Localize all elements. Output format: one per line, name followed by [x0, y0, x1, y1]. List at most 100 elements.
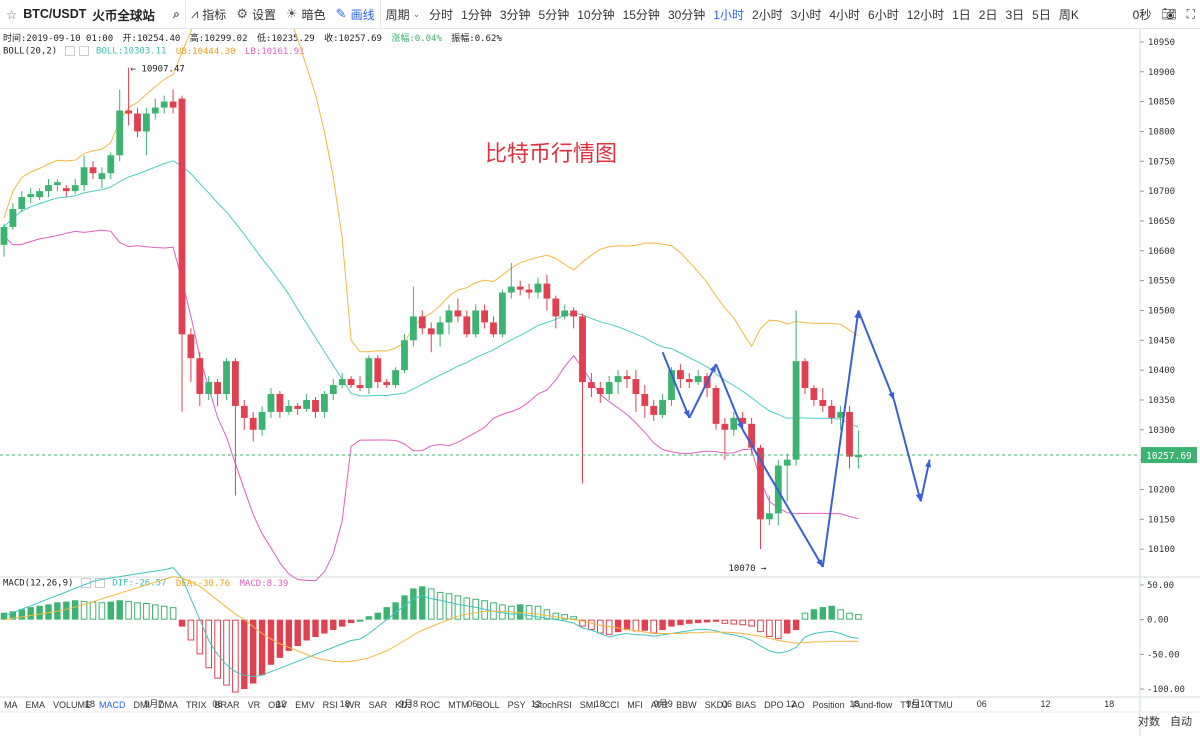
candle: [329, 379, 337, 400]
interval-13[interactable]: 1日: [952, 7, 971, 22]
star-icon[interactable]: ☆: [6, 7, 18, 22]
interval-6[interactable]: 30分钟: [667, 7, 706, 22]
interval-17[interactable]: 周K: [1058, 7, 1079, 22]
settings-button[interactable]: ⚙ 设置: [231, 0, 281, 29]
macd-dea: DEA:-30.76: [175, 578, 231, 589]
theme-button[interactable]: ☀ 暗色: [281, 0, 331, 29]
indicator-tab-15[interactable]: ROC: [420, 700, 441, 710]
candle-body: [160, 101, 168, 108]
macd-bar: [650, 619, 658, 634]
time-tick-label: 06: [977, 699, 987, 709]
indicator-tab-6[interactable]: TRIX: [186, 700, 207, 710]
indicator-tab-28[interactable]: AO: [791, 700, 805, 710]
indicator-tab-3[interactable]: MACD: [99, 700, 126, 710]
interval-16[interactable]: 5日: [1032, 7, 1051, 22]
log-scale-button[interactable]: 对数: [1138, 716, 1160, 728]
macd-bar: [356, 619, 364, 622]
candle: [632, 370, 640, 412]
macd-settings-toggle[interactable]: [94, 578, 105, 588]
chart-canvas[interactable]: 1010010150102001025010300103501040010450…: [0, 29, 1200, 736]
candle: [819, 388, 827, 412]
candle-body: [196, 358, 204, 394]
candle-body: [810, 388, 818, 400]
indicator-tab-2[interactable]: VOLUME: [53, 700, 92, 710]
indicator-tab-17[interactable]: BOLL: [476, 700, 500, 710]
indicator-tab-1[interactable]: EMA: [25, 700, 46, 710]
symbol-name: BTC/USDT: [23, 7, 87, 21]
macd-value: MACD:8.39: [239, 578, 289, 589]
interval-8[interactable]: 2小时: [751, 7, 783, 22]
candle-body: [365, 358, 373, 389]
candle-body: [294, 405, 302, 409]
interval-1[interactable]: 1分钟: [461, 7, 492, 22]
candle: [801, 358, 809, 394]
indicator-tab-13[interactable]: SAR: [368, 700, 388, 710]
indicator-tab-19[interactable]: StochRSI: [533, 700, 572, 710]
indicator-tab-7[interactable]: BRAR: [214, 700, 240, 710]
indicator-tab-24[interactable]: BBW: [676, 700, 697, 710]
auto-scale-button[interactable]: 自动: [1170, 716, 1192, 728]
indicator-tab-0[interactable]: MA: [4, 700, 18, 710]
indicator-tab-23[interactable]: ATR: [650, 700, 669, 710]
boll-settings-toggle[interactable]: [78, 46, 89, 56]
indicator-tab-30[interactable]: Fund-flow: [852, 700, 893, 710]
indicator-tab-10[interactable]: EMV: [295, 700, 315, 710]
interval-3[interactable]: 5分钟: [538, 7, 570, 22]
indicator-tab-21[interactable]: CCI: [603, 700, 620, 710]
draw-button[interactable]: ✎ 画线: [331, 0, 381, 29]
price-tick-label: 10550: [1148, 277, 1175, 287]
candle-body: [499, 292, 506, 335]
interval-0[interactable]: 分时: [429, 7, 454, 22]
indicator-tab-20[interactable]: SMI: [579, 700, 596, 710]
interval-2[interactable]: 3分钟: [499, 7, 531, 22]
macd-tick-label: 50.00: [1147, 581, 1174, 591]
time-tick-label: 9月9: [654, 699, 673, 709]
candle: [810, 385, 818, 406]
macd-tick-label: 0.00: [1147, 616, 1169, 626]
interval-15[interactable]: 3日: [1005, 7, 1025, 22]
interval-10[interactable]: 4小时: [829, 7, 861, 22]
candle: [570, 307, 577, 329]
indicator-tab-22[interactable]: MFI: [627, 700, 643, 710]
indicators-button[interactable]: ⩘ 指标: [186, 0, 231, 29]
indicator-tab-9[interactable]: OBV: [268, 700, 288, 710]
indicator-tab-27[interactable]: DPO: [764, 700, 784, 710]
macd-bar: [570, 616, 577, 620]
interval-12[interactable]: 12小时: [906, 7, 945, 22]
time-tick-label: 06: [722, 699, 732, 709]
interval-14[interactable]: 2日: [978, 7, 998, 22]
interval-11[interactable]: 6小时: [868, 7, 899, 22]
indicator-tab-18[interactable]: PSY: [507, 700, 526, 710]
interval-list: 分时 1分钟 3分钟 5分钟 10分钟 15分钟 30分钟 1小时 2小时 3小时 4小时 6小时 12…: [425, 0, 1083, 29]
search-icon[interactable]: ⌕: [172, 6, 180, 21]
indicator-tab-14[interactable]: KDJ: [395, 700, 413, 710]
indicator-tab-12[interactable]: WR: [345, 700, 361, 710]
macd-bar: [214, 619, 221, 679]
period-dropdown[interactable]: 周期 ⌄: [381, 0, 426, 29]
interval-7[interactable]: 1小时: [713, 7, 744, 22]
candle-body: [125, 110, 132, 114]
indicator-tab-5[interactable]: DMA: [158, 700, 179, 710]
candle: [240, 399, 248, 430]
fullscreen-button[interactable]: ⛶: [1182, 0, 1200, 29]
interval-9[interactable]: 3小时: [790, 7, 822, 22]
macd-bar: [160, 605, 168, 620]
symbol-selector[interactable]: ☆ BTC/USDT 火币全球站 ⌕: [0, 0, 186, 29]
indicator-tab-32[interactable]: TTMU: [927, 700, 953, 710]
candle: [143, 107, 150, 156]
indicator-tab-16[interactable]: MTM: [448, 700, 469, 710]
boll-visibility-toggle[interactable]: [64, 46, 75, 56]
indicator-tab-29[interactable]: Position: [812, 700, 845, 710]
indicator-tab-26[interactable]: BIAS: [735, 700, 757, 710]
interval-4[interactable]: 10分钟: [577, 7, 615, 22]
indicator-tab-8[interactable]: VR: [247, 700, 261, 710]
indicator-tab-11[interactable]: RSI: [322, 700, 338, 710]
candle: [837, 405, 844, 430]
indicator-tab-31[interactable]: TTSI: [900, 700, 920, 710]
interval-5[interactable]: 15分钟: [622, 7, 660, 22]
indicator-tab-25[interactable]: SKDJ: [704, 700, 728, 710]
camera-button[interactable]: 📷︎: [1156, 0, 1181, 29]
indicator-tab-4[interactable]: DMI: [133, 700, 151, 710]
macd-bar: [321, 619, 328, 634]
macd-bar: [730, 619, 738, 625]
